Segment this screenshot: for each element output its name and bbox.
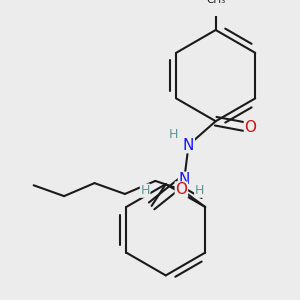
Text: H: H [195, 184, 204, 197]
Text: N: N [183, 138, 194, 153]
Text: H: H [140, 184, 150, 197]
Text: N: N [178, 172, 190, 187]
Text: O: O [176, 182, 188, 197]
Text: O: O [244, 120, 256, 135]
Text: CH₃: CH₃ [206, 0, 225, 4]
Text: H: H [169, 128, 178, 141]
